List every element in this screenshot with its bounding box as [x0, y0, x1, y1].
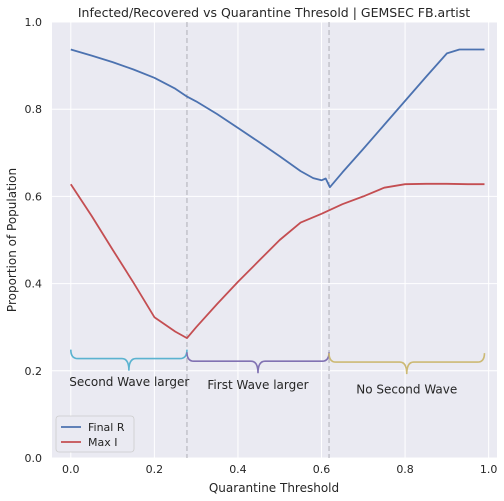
y-tick-label: 0.2 — [25, 365, 43, 378]
region-brace-3 — [328, 353, 486, 375]
region-label-1: Second Wave larger — [69, 375, 189, 389]
series-lines — [70, 48, 485, 340]
x-tick-label: 0.0 — [62, 463, 80, 476]
y-tick-labels: 0.0 0.2 0.4 0.6 0.8 1.0 — [25, 16, 43, 465]
plot-background — [52, 22, 497, 458]
threshold-lines — [186, 22, 330, 458]
chart-title: Infected/Recovered vs Quarantine Thresol… — [78, 5, 470, 20]
legend-label-final-r: Final R — [88, 421, 125, 434]
series-line-max-i — [70, 182, 485, 340]
x-tick-labels: 0.0 0.2 0.4 0.6 0.8 1.0 — [62, 463, 497, 476]
region-braces — [70, 349, 486, 375]
y-tick-label: 0.4 — [25, 278, 43, 291]
legend: Final R Max I — [55, 415, 135, 453]
region-label-2: First Wave larger — [207, 378, 308, 392]
region-label-3: No Second Wave — [356, 382, 457, 396]
region-labels: Second Wave larger First Wave larger No Se… — [69, 375, 457, 396]
region-brace-2 — [186, 352, 330, 374]
x-tick-label: 0.8 — [396, 463, 414, 476]
x-axis-title: Quarantine Threshold — [209, 481, 339, 495]
y-tick-label: 0.0 — [25, 452, 43, 465]
grid — [52, 21, 497, 459]
x-tick-label: 1.0 — [480, 463, 498, 476]
legend-label-max-i: Max I — [88, 436, 117, 449]
y-tick-label: 1.0 — [25, 16, 43, 29]
y-tick-label: 0.8 — [25, 103, 43, 116]
y-tick-label: 0.6 — [25, 190, 43, 203]
series-line-final-r — [70, 48, 485, 189]
x-tick-label: 0.4 — [229, 463, 247, 476]
x-tick-label: 0.2 — [146, 463, 164, 476]
region-brace-1 — [70, 349, 188, 371]
y-axis-title: Proportion of Population — [5, 168, 19, 312]
x-tick-label: 0.6 — [313, 463, 331, 476]
legend-box — [55, 415, 135, 453]
